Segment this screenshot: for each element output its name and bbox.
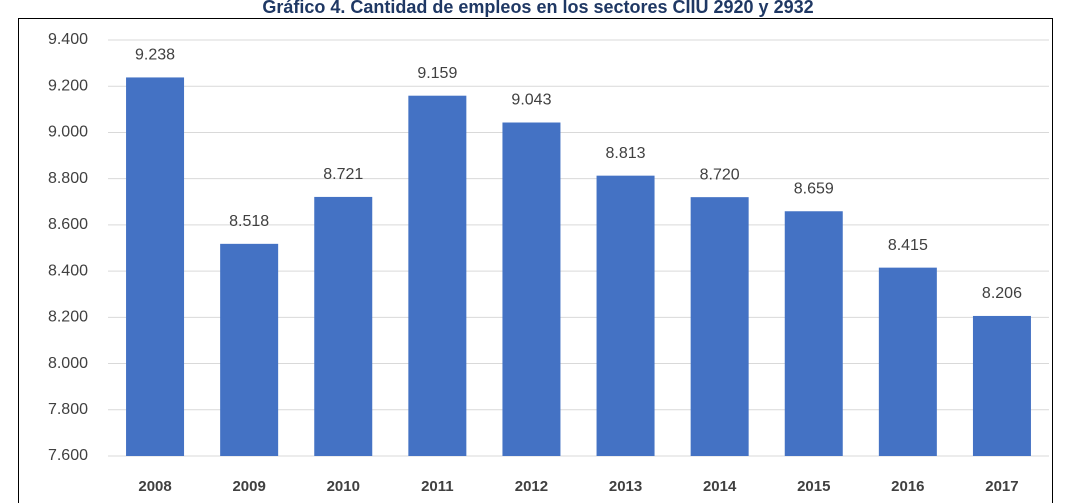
bar — [314, 196, 373, 456]
bar — [784, 211, 843, 456]
data-label: 8.721 — [323, 166, 363, 183]
y-tick-label: 9.400 — [48, 31, 88, 48]
bar — [126, 77, 185, 456]
x-tick-label: 2009 — [232, 478, 265, 495]
chart-title: Gráfico 4. Cantidad de empleos en los se… — [262, 0, 813, 17]
bar — [596, 175, 655, 456]
y-tick-label: 9.000 — [48, 124, 88, 141]
x-tick-label: 2014 — [703, 478, 737, 495]
bar — [220, 243, 279, 456]
x-tick-label: 2010 — [327, 478, 360, 495]
x-tick-label: 2016 — [891, 478, 924, 495]
data-label: 8.518 — [229, 213, 269, 230]
x-tick-label: 2008 — [138, 478, 171, 495]
y-tick-label: 7.600 — [48, 447, 88, 464]
y-tick-label: 8.600 — [48, 216, 88, 233]
y-tick-label: 8.800 — [48, 170, 88, 187]
data-label: 8.659 — [794, 180, 834, 197]
data-label: 9.043 — [511, 92, 551, 109]
x-tick-label: 2013 — [609, 478, 642, 495]
y-tick-label: 8.200 — [48, 309, 88, 326]
x-tick-label: 2015 — [797, 478, 830, 495]
x-tick-label: 2017 — [985, 478, 1018, 495]
y-tick-label: 9.200 — [48, 77, 88, 94]
bar — [408, 95, 467, 456]
data-label: 8.206 — [982, 285, 1022, 302]
x-tick-label: 2012 — [515, 478, 548, 495]
data-label: 8.720 — [700, 166, 740, 183]
x-tick-label: 2011 — [421, 478, 454, 495]
data-label: 8.813 — [606, 145, 646, 162]
y-tick-label: 7.800 — [48, 401, 88, 418]
bar — [690, 197, 749, 456]
data-label: 9.238 — [135, 47, 175, 64]
bar — [972, 315, 1031, 456]
bar — [502, 122, 561, 457]
y-tick-label: 8.400 — [48, 262, 88, 279]
y-tick-label: 8.000 — [48, 355, 88, 372]
bar — [878, 267, 937, 456]
data-label: 8.415 — [888, 237, 928, 254]
data-label: 9.159 — [417, 65, 457, 82]
